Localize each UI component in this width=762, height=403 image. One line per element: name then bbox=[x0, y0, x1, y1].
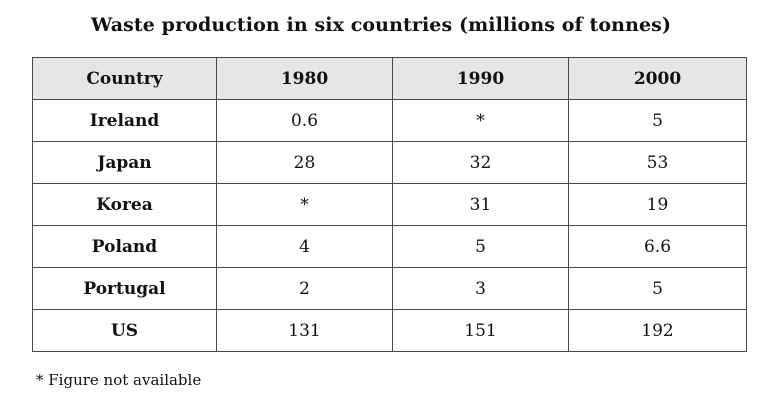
country-cell: Poland bbox=[32, 225, 217, 268]
value-cell: 5 bbox=[568, 99, 747, 142]
value-cell: 151 bbox=[392, 309, 569, 352]
table-title: Waste production in six countries (milli… bbox=[90, 14, 672, 36]
header-2000: 2000 bbox=[568, 57, 747, 100]
header-1980: 1980 bbox=[216, 57, 393, 100]
value-cell: 6.6 bbox=[568, 225, 747, 268]
value-cell: 3 bbox=[392, 267, 569, 310]
value-cell: 28 bbox=[216, 141, 393, 184]
value-cell: 31 bbox=[392, 183, 569, 226]
value-cell: 5 bbox=[568, 267, 747, 310]
value-cell: * bbox=[392, 99, 569, 142]
value-cell: 5 bbox=[392, 225, 569, 268]
country-cell: Portugal bbox=[32, 267, 217, 310]
value-cell: 2 bbox=[216, 267, 393, 310]
header-country: Country bbox=[32, 57, 217, 100]
header-row: Country 1980 1990 2000 bbox=[32, 57, 747, 100]
table-row: US 131 151 192 bbox=[32, 309, 747, 352]
footnote: * Figure not available bbox=[36, 371, 202, 389]
value-cell: 4 bbox=[216, 225, 393, 268]
country-cell: Korea bbox=[32, 183, 217, 226]
value-cell: 0.6 bbox=[216, 99, 393, 142]
waste-table: Country 1980 1990 2000 Ireland 0.6 * 5 J… bbox=[32, 57, 747, 352]
value-cell: * bbox=[216, 183, 393, 226]
table-row: Poland 4 5 6.6 bbox=[32, 225, 747, 268]
country-cell: Ireland bbox=[32, 99, 217, 142]
country-cell: US bbox=[32, 309, 217, 352]
country-cell: Japan bbox=[32, 141, 217, 184]
header-1990: 1990 bbox=[392, 57, 569, 100]
value-cell: 131 bbox=[216, 309, 393, 352]
table-row: Portugal 2 3 5 bbox=[32, 267, 747, 310]
value-cell: 32 bbox=[392, 141, 569, 184]
table-row: Ireland 0.6 * 5 bbox=[32, 99, 747, 142]
table-row: Korea * 31 19 bbox=[32, 183, 747, 226]
value-cell: 19 bbox=[568, 183, 747, 226]
table-row: Japan 28 32 53 bbox=[32, 141, 747, 184]
value-cell: 53 bbox=[568, 141, 747, 184]
value-cell: 192 bbox=[568, 309, 747, 352]
